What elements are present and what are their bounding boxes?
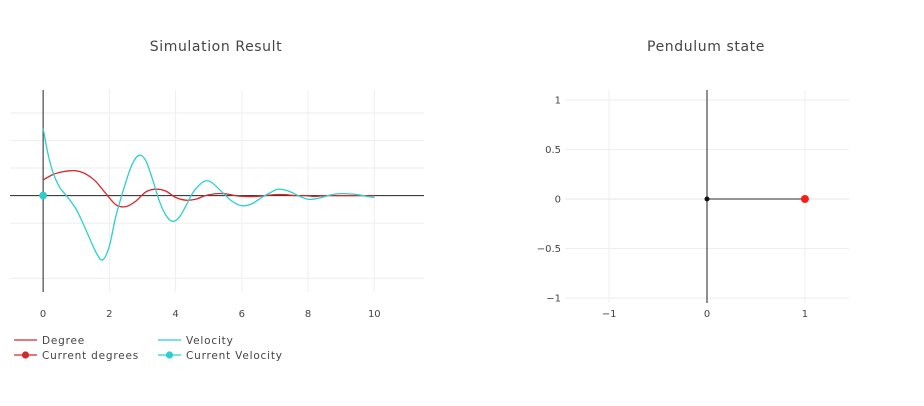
x-tick-label: 6 bbox=[239, 309, 245, 320]
pendulum-marks bbox=[704, 194, 809, 203]
y-tick-label: 0 bbox=[555, 194, 561, 205]
chart-title: Simulation Result bbox=[150, 39, 282, 55]
axes bbox=[10, 90, 424, 292]
current-velocity-marker bbox=[39, 191, 47, 200]
series-lines bbox=[42, 128, 375, 261]
x-tick-label: 8 bbox=[305, 309, 311, 320]
legend-marker bbox=[21, 351, 30, 359]
degree-line bbox=[42, 169, 375, 208]
legend-label-velocity: Velocity bbox=[186, 335, 234, 347]
x-tick-label: 1 bbox=[802, 309, 808, 320]
current-markers bbox=[39, 191, 47, 200]
x-tick-label: 4 bbox=[172, 309, 178, 320]
legend-item-velocity[interactable]: Velocity bbox=[158, 335, 234, 347]
y-tick-labels: 1 0.5 0 −0.5 −1 bbox=[537, 95, 561, 304]
x-tick-labels: −1 0 1 bbox=[602, 309, 808, 320]
y-tick-label: 1 bbox=[555, 95, 561, 106]
legend[interactable]: Degree Velocity Current degrees Current … bbox=[14, 335, 283, 362]
legend-label-current-degrees: Current degrees bbox=[42, 350, 139, 362]
legend-label-degree: Degree bbox=[42, 335, 85, 347]
x-tick-label: 0 bbox=[704, 309, 710, 320]
pendulum-state-chart: Pendulum state −1 0 1 1 0.5 0 −0.5 −1 bbox=[537, 39, 849, 320]
pendulum-pivot bbox=[704, 196, 710, 202]
y-tick-label: −1 bbox=[546, 294, 561, 305]
y-tick-label: −0.5 bbox=[537, 244, 561, 255]
y-tick-label: 0.5 bbox=[545, 145, 561, 156]
simulation-result-chart: Simulation Result 0 2 4 6 8 10 bbox=[10, 39, 424, 320]
gridlines bbox=[10, 90, 424, 292]
legend-item-current-degrees[interactable]: Current degrees bbox=[14, 350, 139, 362]
legend-item-current-velocity[interactable]: Current Velocity bbox=[158, 350, 283, 362]
legend-label-current-velocity: Current Velocity bbox=[186, 350, 283, 362]
chart-title: Pendulum state bbox=[647, 39, 765, 55]
velocity-line bbox=[42, 128, 375, 261]
x-tick-label: 10 bbox=[368, 309, 381, 320]
x-tick-label: 2 bbox=[106, 309, 112, 320]
pendulum-bob bbox=[800, 194, 809, 203]
x-tick-label: 0 bbox=[40, 309, 46, 320]
legend-item-degree[interactable]: Degree bbox=[14, 335, 85, 347]
x-tick-labels: 0 2 4 6 8 10 bbox=[40, 309, 381, 320]
x-tick-label: −1 bbox=[602, 309, 617, 320]
legend-marker bbox=[165, 351, 174, 359]
